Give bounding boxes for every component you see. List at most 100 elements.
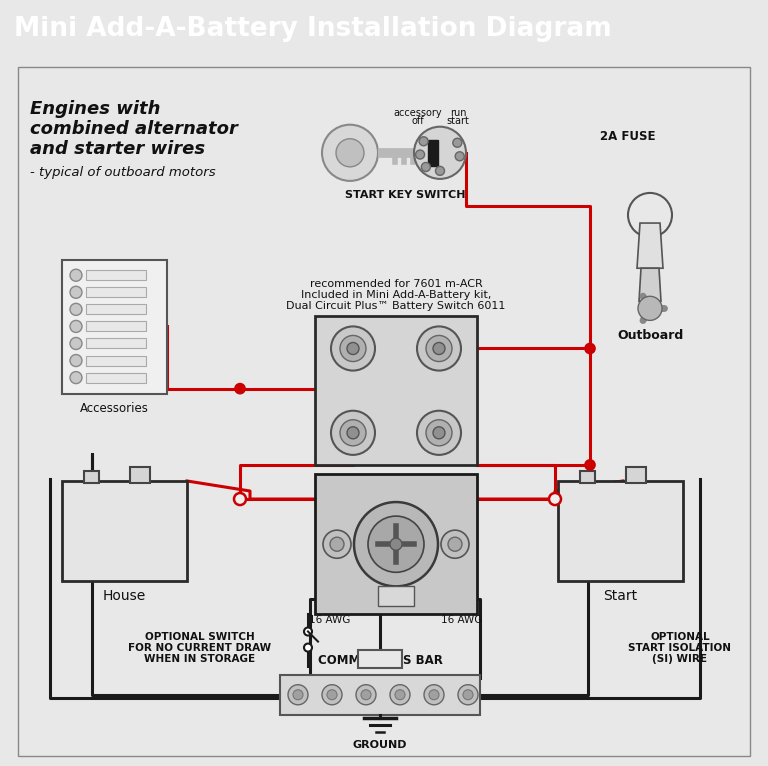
Circle shape: [340, 420, 366, 446]
Text: GROUND: GROUND: [353, 740, 407, 750]
Circle shape: [419, 137, 428, 146]
Circle shape: [235, 384, 245, 394]
Text: Included in Mini Add-A-Battery kit,: Included in Mini Add-A-Battery kit,: [301, 290, 492, 300]
Polygon shape: [637, 223, 663, 268]
Bar: [62, 260, 167, 394]
Text: accessory: accessory: [394, 108, 442, 118]
Circle shape: [390, 538, 402, 550]
Polygon shape: [639, 268, 661, 301]
Text: Mini Add-A-Battery Installation Diagram: Mini Add-A-Battery Installation Diagram: [14, 16, 611, 41]
Text: GND: GND: [353, 595, 372, 604]
Circle shape: [417, 411, 461, 455]
Text: WHEN IN STORAGE: WHEN IN STORAGE: [144, 653, 256, 663]
Text: off: off: [412, 116, 424, 126]
Text: Engines with: Engines with: [30, 100, 161, 118]
Circle shape: [304, 643, 312, 652]
Circle shape: [463, 689, 473, 700]
Circle shape: [356, 685, 376, 705]
Text: COMMON BUS BAR: COMMON BUS BAR: [317, 653, 442, 666]
Circle shape: [422, 162, 430, 172]
Text: +: +: [630, 509, 650, 533]
Circle shape: [426, 420, 452, 446]
Circle shape: [426, 336, 452, 362]
Circle shape: [448, 537, 462, 552]
Bar: [558, 481, 683, 581]
Text: (SI) WIRE: (SI) WIRE: [653, 653, 707, 663]
Text: Start: Start: [603, 589, 637, 604]
Circle shape: [414, 126, 466, 179]
Circle shape: [424, 685, 444, 705]
Bar: [86, 339, 146, 349]
Text: 16 AWG: 16 AWG: [442, 615, 482, 626]
Circle shape: [429, 689, 439, 700]
Bar: [378, 586, 414, 607]
Text: Accessories: Accessories: [80, 401, 148, 414]
Text: START KEY SWITCH: START KEY SWITCH: [345, 190, 465, 200]
Circle shape: [433, 427, 445, 439]
Text: - typical of outboard motors: - typical of outboard motors: [30, 166, 216, 178]
Text: −: −: [575, 509, 597, 533]
Circle shape: [70, 303, 82, 316]
Circle shape: [70, 355, 82, 367]
Circle shape: [322, 125, 378, 181]
Bar: [86, 287, 146, 297]
Circle shape: [441, 530, 469, 558]
Circle shape: [336, 139, 364, 167]
Circle shape: [331, 411, 375, 455]
Circle shape: [70, 320, 82, 332]
Bar: [86, 372, 146, 383]
Circle shape: [293, 689, 303, 700]
Bar: [315, 474, 477, 614]
Circle shape: [585, 343, 595, 354]
Text: recommended for 7601 m‑ACR: recommended for 7601 m‑ACR: [310, 280, 482, 290]
Circle shape: [70, 269, 82, 281]
Bar: [84, 471, 99, 483]
Circle shape: [347, 427, 359, 439]
Text: Dual Circuit Plus™ Battery Switch 6011: Dual Circuit Plus™ Battery Switch 6011: [286, 301, 505, 311]
Text: START ISOLATION: START ISOLATION: [628, 643, 731, 653]
Circle shape: [417, 326, 461, 371]
Circle shape: [455, 152, 464, 161]
Circle shape: [433, 342, 445, 355]
Text: 10A FUSE: 10A FUSE: [352, 673, 408, 684]
Text: m‑ACR 7601: m‑ACR 7601: [344, 454, 449, 469]
Circle shape: [395, 689, 405, 700]
Bar: [62, 481, 187, 581]
Bar: [280, 675, 480, 715]
Text: 1: 1: [379, 381, 389, 400]
Circle shape: [234, 493, 246, 505]
Circle shape: [435, 166, 445, 175]
Circle shape: [368, 516, 424, 572]
Bar: [86, 355, 146, 365]
Text: 2: 2: [402, 381, 414, 400]
Bar: [358, 650, 402, 668]
Text: SI: SI: [426, 595, 434, 604]
Circle shape: [458, 685, 478, 705]
Circle shape: [354, 502, 438, 586]
Bar: [580, 471, 595, 483]
Bar: [86, 304, 146, 314]
Circle shape: [70, 372, 82, 384]
Circle shape: [327, 689, 337, 700]
Circle shape: [70, 338, 82, 349]
Bar: [428, 139, 438, 166]
Text: start: start: [446, 116, 469, 126]
Circle shape: [331, 326, 375, 371]
Bar: [130, 467, 150, 483]
Text: 16 AWG: 16 AWG: [310, 615, 351, 626]
Circle shape: [549, 493, 561, 505]
Text: OPTIONAL: OPTIONAL: [650, 631, 710, 641]
Circle shape: [304, 627, 312, 636]
Circle shape: [390, 685, 410, 705]
Circle shape: [361, 689, 371, 700]
Circle shape: [638, 296, 662, 320]
Circle shape: [347, 342, 359, 355]
Bar: [86, 270, 146, 280]
Circle shape: [323, 530, 351, 558]
Circle shape: [288, 685, 308, 705]
Circle shape: [628, 193, 672, 237]
Circle shape: [322, 685, 342, 705]
Text: Outboard: Outboard: [617, 329, 683, 342]
Text: +: +: [134, 509, 154, 533]
Text: run: run: [450, 108, 466, 118]
